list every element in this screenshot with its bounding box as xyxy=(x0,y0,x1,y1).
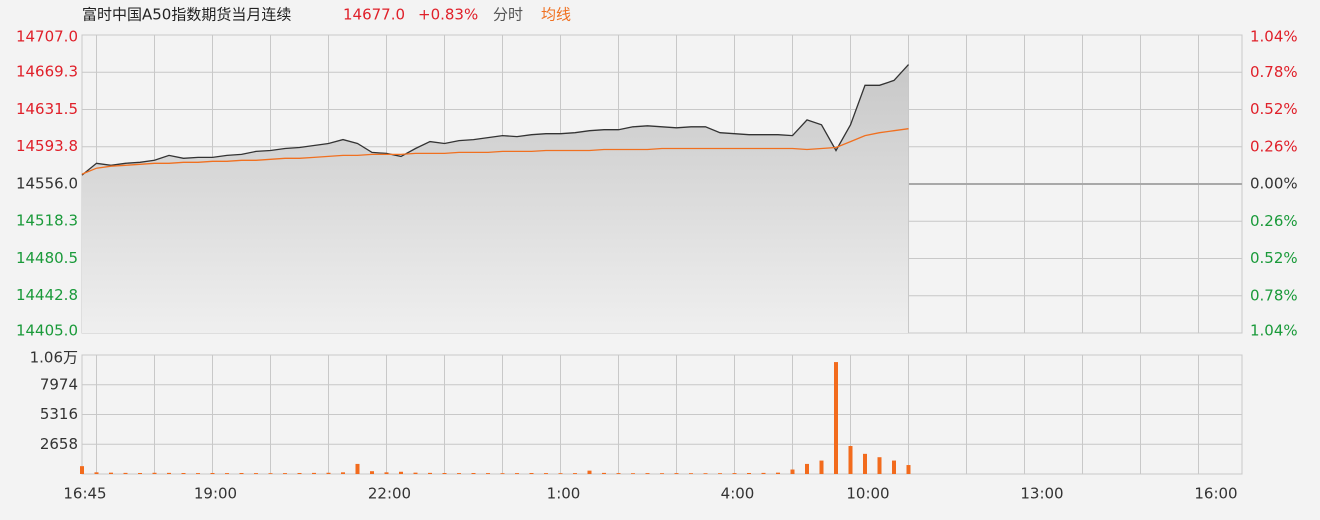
last-price: 14677.0 xyxy=(343,6,405,24)
y-tick-label: 14631.5 xyxy=(16,100,78,118)
legend-price[interactable]: 分时 xyxy=(493,6,523,24)
volume-bar xyxy=(631,473,635,474)
volume-bar xyxy=(732,473,737,474)
volume-tick-label: 5316 xyxy=(40,405,78,423)
volume-bar xyxy=(645,473,650,474)
volume-bar xyxy=(225,473,229,474)
volume-bar xyxy=(674,473,679,474)
volume-bar xyxy=(500,473,505,474)
volume-bar xyxy=(587,470,592,474)
volume-bar xyxy=(761,472,766,474)
volume-bar xyxy=(689,473,693,474)
x-tick-label: 16:45 xyxy=(63,485,106,503)
volume-bar xyxy=(94,472,99,474)
price-change: +0.83% xyxy=(418,6,478,24)
volume-bar xyxy=(123,472,128,474)
y-tick-label: 14669.3 xyxy=(16,63,78,81)
y2-tick-label: 0.26% xyxy=(1250,137,1298,155)
volume-bar xyxy=(341,472,345,474)
x-tick-label: 4:00 xyxy=(721,485,755,503)
volume-bar xyxy=(152,472,157,474)
volume-bar xyxy=(283,473,287,474)
instrument-name: 富时中国A50指数期货当月连续 xyxy=(82,6,291,24)
volume-bar xyxy=(326,472,331,474)
series-line xyxy=(81,128,909,175)
volume-bar xyxy=(297,472,302,474)
y2-tick-label: 1.04% xyxy=(1250,322,1298,340)
volume-bar xyxy=(790,469,795,474)
volume-bar xyxy=(457,473,461,474)
volume-bar xyxy=(268,473,273,474)
x-tick-label: 1:00 xyxy=(547,485,581,503)
y2-tick-label: 0.00% xyxy=(1250,175,1298,193)
volume-bar xyxy=(805,463,809,474)
volume-bar xyxy=(602,472,606,474)
volume-bar xyxy=(384,472,389,474)
volume-bar xyxy=(370,471,374,474)
y-tick-label: 14556.0 xyxy=(16,175,78,193)
volume-bar xyxy=(616,473,621,474)
volume-bar xyxy=(544,473,548,474)
x-tick-label: 16:00 xyxy=(1194,485,1237,503)
volume-bar xyxy=(80,466,84,474)
volume-bar xyxy=(428,472,432,474)
volume-tick-label: 2658 xyxy=(40,435,78,453)
volume-bar xyxy=(877,457,882,474)
x-tick-label: 10:00 xyxy=(846,485,889,503)
volume-bar xyxy=(848,446,853,474)
volume-bar xyxy=(167,472,171,474)
y-tick-label: 14405.0 xyxy=(16,322,78,340)
volume-bar xyxy=(471,472,476,474)
volume-bar xyxy=(776,472,780,474)
volume-bar xyxy=(413,472,418,474)
volume-bar xyxy=(138,472,142,474)
series-line xyxy=(81,64,909,176)
volume-bar xyxy=(558,473,563,474)
y2-tick-label: 1.04% xyxy=(1250,28,1298,46)
volume-bar xyxy=(892,460,896,474)
volume-bar xyxy=(399,471,403,474)
y2-tick-label: 0.78% xyxy=(1250,63,1298,81)
y2-tick-label: 0.52% xyxy=(1250,249,1298,267)
volume-bar xyxy=(486,473,490,474)
legend-average[interactable]: 均线 xyxy=(541,6,571,24)
volume-bar xyxy=(834,362,838,474)
volume-bar xyxy=(442,472,447,474)
y2-tick-label: 0.52% xyxy=(1250,100,1298,118)
price-area xyxy=(82,64,909,333)
y-tick-label: 14707.0 xyxy=(16,28,78,46)
y2-tick-label: 0.78% xyxy=(1250,286,1298,304)
volume-bar xyxy=(660,473,664,474)
volume-bar xyxy=(254,473,258,474)
volume-bar xyxy=(573,473,577,474)
volume-bar xyxy=(239,472,244,474)
y-tick-label: 14518.3 xyxy=(16,212,78,230)
volume-tick-label: 7974 xyxy=(40,375,78,393)
x-tick-label: 19:00 xyxy=(194,485,237,503)
volume-bar xyxy=(529,472,534,474)
volume-bar xyxy=(703,473,708,474)
y2-tick-label: 0.26% xyxy=(1250,212,1298,230)
volume-bar xyxy=(355,463,360,474)
volume-bar xyxy=(109,472,113,474)
volume-bar xyxy=(819,460,824,474)
volume-bar xyxy=(718,473,722,474)
volume-bar xyxy=(312,472,316,474)
volume-bar xyxy=(196,473,200,474)
y-tick-label: 14442.8 xyxy=(16,286,78,304)
y-tick-label: 14593.8 xyxy=(16,137,78,155)
volume-tick-label: 1.06万 xyxy=(30,349,78,367)
volume-bar xyxy=(210,472,215,474)
volume-bar xyxy=(906,465,911,474)
volume-bar xyxy=(747,472,751,474)
x-tick-label: 13:00 xyxy=(1020,485,1063,503)
x-tick-label: 22:00 xyxy=(368,485,411,503)
volume-bar xyxy=(181,472,186,474)
y-tick-label: 14480.5 xyxy=(16,249,78,267)
volume-bar xyxy=(515,473,519,474)
volume-bar xyxy=(863,453,867,474)
